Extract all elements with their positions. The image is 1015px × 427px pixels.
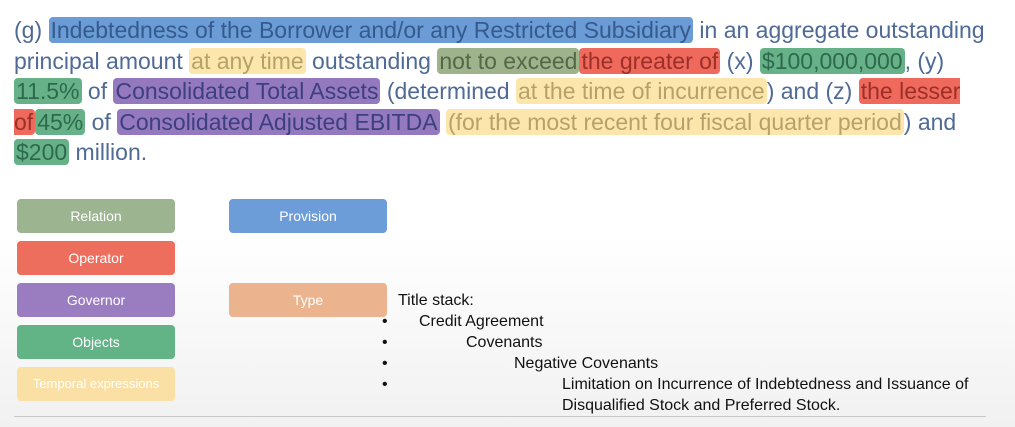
annotated-passage: (g) Indebtedness of the Borrower and/or …: [14, 15, 1004, 168]
governor-highlight: Consolidated Adjusted EBITDA: [117, 108, 440, 135]
objects-highlight: 45%: [35, 108, 86, 135]
title-stack-item-level-4: Limitation on Incurrence of Indebtedness…: [382, 374, 998, 416]
title-stack: Title stack: Credit Agreement Covenants …: [382, 290, 998, 416]
operator-highlight: the greater of: [579, 47, 721, 74]
relation-highlight: not to exceed: [437, 47, 580, 74]
bottom-divider: [14, 416, 986, 417]
passage-text: ) and (z): [766, 78, 859, 104]
title-stack-list: Credit Agreement Covenants Negative Cove…: [382, 311, 998, 416]
title-stack-heading: Title stack:: [398, 292, 474, 309]
legend-operator: Operator: [17, 241, 175, 275]
legend-governor: Governor: [17, 283, 175, 317]
legend-objects: Objects: [17, 325, 175, 359]
legend-temporal-expressions: Temporal expressions: [17, 367, 175, 401]
passage-text: million.: [69, 139, 148, 165]
legend-type: Type: [229, 283, 387, 317]
objects-highlight: $200: [14, 139, 70, 165]
objects-highlight: 11.5%: [14, 78, 82, 104]
passage-text: ) and: [903, 108, 957, 135]
title-stack-item-level-1: Credit Agreement: [382, 311, 998, 332]
title-stack-item-level-3: Negative Covenants: [382, 353, 998, 374]
passage-text: (x): [720, 47, 760, 74]
temporal-highlight: at the time of incurrence: [515, 78, 767, 104]
governor-highlight: Consolidated Total Assets: [113, 78, 381, 104]
passage-text: , (y): [904, 47, 945, 74]
objects-highlight: $100,000,000: [759, 47, 905, 74]
provision-highlight: Indebtedness of the Borrower and/or any …: [48, 17, 694, 43]
passage-text: [440, 109, 446, 135]
passage-text: (g): [14, 17, 49, 43]
title-stack-item-level-2: Covenants: [382, 332, 998, 353]
passage-text: of: [81, 78, 114, 104]
temporal-highlight: (for the most recent four fiscal quarter…: [445, 108, 904, 135]
temporal-highlight: at any time: [189, 47, 306, 74]
legend-relation: Relation: [17, 199, 175, 233]
legend-provision: Provision: [229, 199, 387, 233]
passage-text: (determined: [380, 78, 516, 104]
passage-text: of: [85, 108, 118, 135]
passage-text: in an aggregate outstanding principal am…: [14, 17, 985, 74]
passage-text: outstanding: [305, 47, 438, 74]
